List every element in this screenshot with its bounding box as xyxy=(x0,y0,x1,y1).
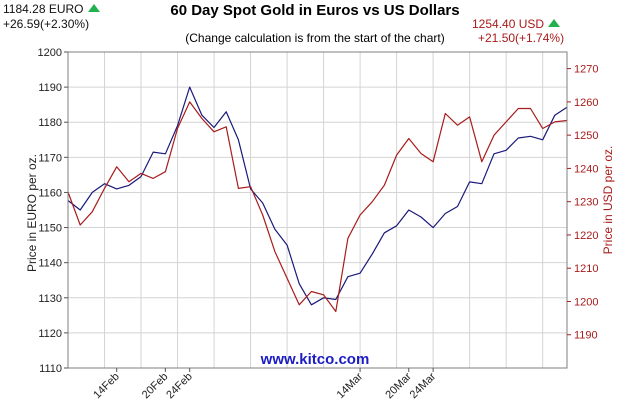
right-tick-label: 1250 xyxy=(574,130,598,142)
x-tick-label: 24Feb xyxy=(164,371,195,400)
up-arrow-icon xyxy=(548,19,561,27)
right-tick-label: 1260 xyxy=(574,97,598,109)
euro-price: 1184.28 EURO xyxy=(3,2,100,16)
left-tick-label: 1150 xyxy=(38,223,62,235)
right-tick-label: 1220 xyxy=(574,230,598,242)
usd-change: +21.50(+1.74%) xyxy=(478,31,565,45)
left-tick-label: 1170 xyxy=(38,152,62,164)
x-tick-label: 14Feb xyxy=(91,371,122,400)
right-tick-label: 1270 xyxy=(574,64,598,76)
left-axis-label: Price in EURO per oz. xyxy=(25,154,39,272)
source-link[interactable]: www.kitco.com xyxy=(260,351,370,368)
left-axis-ticks: 1110 1120 1130 1140 1150 1160 1170 1180 1190 1200 xyxy=(38,47,68,375)
right-tick-label: 1200 xyxy=(574,296,598,308)
left-tick-label: 1180 xyxy=(38,117,62,129)
grid-lines xyxy=(67,51,567,369)
right-tick-label: 1240 xyxy=(574,163,598,175)
x-tick-label: 14Mar xyxy=(335,370,366,400)
right-axis-label: Price in USD per oz. xyxy=(601,146,615,255)
right-tick-label: 1190 xyxy=(574,330,598,342)
right-axis-ticks: 1190 1200 1210 1220 1230 1240 1250 1260 1270 xyxy=(567,64,598,342)
left-tick-label: 1160 xyxy=(38,187,62,199)
left-tick-label: 1140 xyxy=(38,258,62,270)
chart-title: 60 Day Spot Gold in Euros vs US Dollars xyxy=(170,2,460,19)
euro-change: +26.59(+2.30%) xyxy=(3,17,90,31)
x-tick-label: 24Mar xyxy=(408,370,439,400)
left-tick-label: 1190 xyxy=(38,82,62,94)
series-layer xyxy=(67,86,568,313)
left-tick-label: 1130 xyxy=(38,293,62,305)
euro-series-line xyxy=(67,86,568,306)
right-tick-label: 1210 xyxy=(574,263,598,275)
right-tick-label: 1230 xyxy=(574,197,598,209)
plot-frame xyxy=(67,51,568,369)
left-tick-label: 1110 xyxy=(39,363,62,375)
left-tick-label: 1120 xyxy=(38,328,62,340)
euro-price-value: 1184.28 EURO xyxy=(3,2,84,16)
usd-price-value: 1254.40 USD xyxy=(472,17,545,31)
usd-price: 1254.40 USD xyxy=(472,17,561,31)
usd-series-line xyxy=(67,101,568,313)
up-arrow-icon xyxy=(87,4,100,12)
chart-subtitle: (Change calculation is from the start of… xyxy=(185,31,445,45)
left-tick-label: 1200 xyxy=(38,47,62,59)
